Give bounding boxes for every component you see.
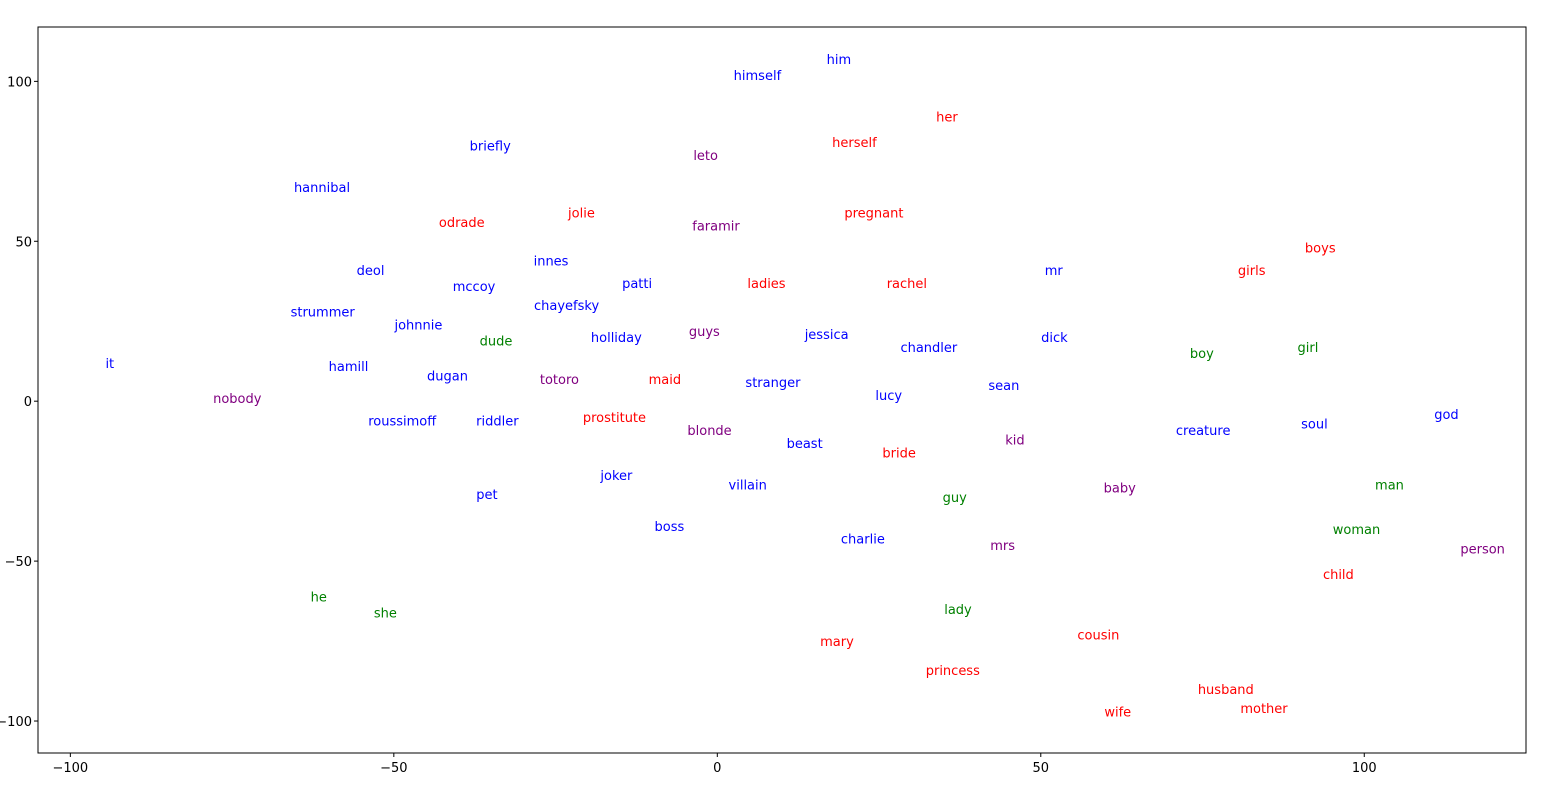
point-label-briefly: briefly	[470, 139, 511, 154]
point-label-boy: boy	[1190, 347, 1214, 362]
point-label-wife: wife	[1104, 705, 1131, 720]
point-label-strummer: strummer	[291, 306, 356, 321]
point-label-hannibal: hannibal	[294, 181, 350, 196]
point-label-lucy: lucy	[875, 389, 902, 404]
y-tick-label: −50	[5, 555, 32, 570]
point-label-he: he	[311, 590, 327, 605]
x-tick-label: 0	[713, 761, 721, 776]
point-label-villain: villain	[729, 478, 767, 493]
point-label-guy: guy	[943, 491, 967, 506]
point-label-totoro: totoro	[540, 373, 579, 388]
point-label-dick: dick	[1041, 331, 1068, 346]
point-label-husband: husband	[1198, 683, 1254, 698]
point-label-girl: girl	[1298, 341, 1319, 356]
point-label-sean: sean	[988, 379, 1019, 394]
point-label-maid: maid	[649, 373, 682, 388]
x-tick-label: 50	[1033, 761, 1050, 776]
point-label-roussimoff: roussimoff	[368, 414, 437, 429]
point-label-innes: innes	[534, 254, 569, 269]
point-label-she: she	[374, 606, 397, 621]
point-label-dugan: dugan	[427, 370, 468, 385]
point-label-johnnie: johnnie	[393, 318, 442, 333]
point-label-jessica: jessica	[804, 328, 849, 343]
point-label-baby: baby	[1104, 482, 1136, 497]
point-label-boss: boss	[655, 520, 685, 535]
point-label-creature: creature	[1176, 424, 1231, 439]
point-label-soul: soul	[1301, 418, 1328, 433]
point-label-boys: boys	[1305, 242, 1336, 257]
point-label-beast: beast	[787, 437, 823, 452]
point-label-mother: mother	[1240, 702, 1288, 717]
point-label-her: her	[936, 111, 958, 126]
point-label-stranger: stranger	[745, 376, 801, 391]
point-label-herself: herself	[832, 136, 877, 151]
point-label-woman: woman	[1333, 523, 1380, 538]
point-label-pet: pet	[476, 488, 497, 503]
point-label-kid: kid	[1005, 434, 1024, 449]
x-tick-label: −100	[52, 761, 88, 776]
point-label-deol: deol	[357, 264, 385, 279]
point-label-holliday: holliday	[591, 331, 642, 346]
point-label-him: him	[827, 53, 852, 68]
point-label-leto: leto	[693, 149, 718, 164]
point-label-cousin: cousin	[1077, 629, 1119, 644]
y-tick-label: 100	[7, 75, 32, 90]
point-label-chandler: chandler	[900, 341, 957, 356]
point-label-lady: lady	[944, 603, 972, 618]
point-label-person: person	[1460, 542, 1505, 557]
point-label-charlie: charlie	[841, 533, 885, 548]
point-label-dude: dude	[480, 334, 513, 349]
point-label-nobody: nobody	[213, 392, 262, 407]
point-label-man: man	[1375, 478, 1404, 493]
point-label-mccoy: mccoy	[453, 280, 496, 295]
y-tick-label: −100	[0, 715, 32, 730]
point-label-god: god	[1434, 408, 1458, 423]
point-label-guys: guys	[689, 325, 720, 340]
point-label-faramir: faramir	[692, 219, 740, 234]
point-label-odrade: odrade	[439, 216, 485, 231]
point-label-himself: himself	[734, 69, 782, 84]
point-label-patti: patti	[622, 277, 652, 292]
point-label-mary: mary	[820, 635, 854, 650]
point-label-girls: girls	[1238, 264, 1266, 279]
point-label-hamill: hamill	[329, 360, 369, 375]
point-label-joker: joker	[599, 469, 633, 484]
x-tick-label: −50	[380, 761, 407, 776]
x-tick-label: 100	[1352, 761, 1377, 776]
point-label-mrs: mrs	[990, 539, 1015, 554]
point-label-prostitute: prostitute	[583, 411, 646, 426]
plot-frame	[37, 26, 1527, 754]
point-label-pregnant: pregnant	[844, 206, 903, 221]
point-label-mr: mr	[1045, 264, 1064, 279]
point-label-blonde: blonde	[687, 424, 731, 439]
y-tick-label: 0	[24, 395, 32, 410]
point-label-rachel: rachel	[887, 277, 927, 292]
point-label-chayefsky: chayefsky	[534, 299, 599, 314]
point-label-princess: princess	[926, 664, 980, 679]
point-label-child: child	[1323, 568, 1354, 583]
point-label-ladies: ladies	[747, 277, 785, 292]
point-label-it: it	[105, 357, 114, 372]
y-tick-label: 50	[15, 235, 32, 250]
point-label-jolie: jolie	[567, 206, 595, 221]
point-label-riddler: riddler	[476, 414, 519, 429]
point-label-bride: bride	[882, 446, 915, 461]
